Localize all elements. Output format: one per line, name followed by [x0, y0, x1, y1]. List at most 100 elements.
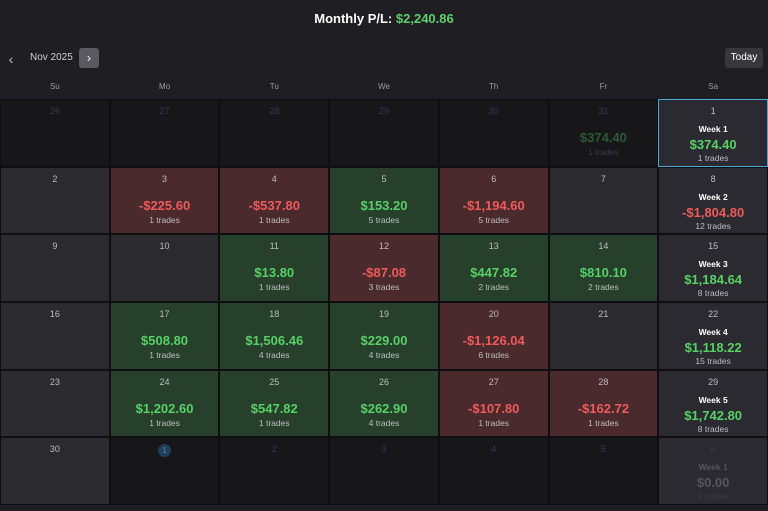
current-month-label: Nov 2025: [30, 52, 73, 63]
day-cell[interactable]: 20 -$1,126.04 6 trades: [438, 302, 549, 370]
week-label: Week 4: [698, 327, 728, 337]
week-label: Week 1: [698, 124, 728, 134]
week-summary-cell[interactable]: 1 Week 1 $374.40 1 trades: [658, 99, 768, 167]
week-summary-cell[interactable]: 29 Week 5 $1,742.80 8 trades: [658, 369, 768, 438]
day-number: 20: [488, 309, 499, 319]
day-cell[interactable]: 1: [109, 437, 220, 505]
week-label: Week 3: [698, 259, 728, 270]
pl-amount: -$1,126.04: [462, 333, 525, 348]
day-cell[interactable]: 2: [0, 166, 110, 235]
day-cell[interactable]: 29: [329, 99, 439, 167]
day-cell[interactable]: 3: [329, 437, 439, 505]
week-summary-cell[interactable]: 6 Week 1 $0.00 0 trades: [658, 437, 768, 505]
day-cell[interactable]: 21: [548, 302, 659, 370]
day-cell[interactable]: 31 $374.40 1 trades: [548, 99, 659, 167]
trade-count: 1 trades: [588, 147, 619, 157]
trade-count: 2 trades: [478, 282, 510, 293]
week-summary-cell[interactable]: 15 Week 3 $1,184.64 8 trades: [658, 234, 768, 302]
day-number: 10: [159, 241, 170, 252]
day-number: 5: [600, 444, 606, 455]
day-cell[interactable]: 28 -$162.72 1 trades: [548, 369, 659, 438]
day-cell[interactable]: 9: [0, 234, 110, 302]
day-cell[interactable]: 28: [219, 99, 330, 167]
trade-count: 5 trades: [368, 214, 400, 225]
day-cell[interactable]: 17 $508.80 1 trades: [109, 302, 220, 370]
day-number: 5: [381, 173, 387, 184]
trade-count: 1 trades: [258, 417, 290, 428]
day-cell[interactable]: 5 $153.20 5 trades: [329, 166, 439, 235]
pl-amount: $153.20: [360, 197, 408, 213]
day-cell[interactable]: 12 -$87.08 3 trades: [329, 234, 439, 302]
day-number: 1: [710, 106, 716, 116]
day-cell[interactable]: 16: [0, 302, 110, 370]
week-summary-cell[interactable]: 22 Week 4 $1,118.22 15 trades: [658, 302, 768, 370]
day-number: 6: [710, 444, 716, 455]
day-number: 11: [269, 241, 279, 252]
trade-count: 4 trades: [368, 417, 400, 428]
week-label: Week 2: [698, 191, 728, 202]
day-number: 23: [49, 376, 60, 387]
day-number: 9: [52, 241, 58, 252]
trade-count: 1 trades: [697, 153, 729, 163]
day-number: 3: [162, 173, 168, 184]
weekday-mo: Mo: [158, 82, 171, 91]
day-number: 13: [488, 241, 499, 252]
pl-amount: -$537.80: [248, 197, 300, 213]
day-number: 18: [269, 309, 280, 319]
day-number: 17: [159, 309, 170, 319]
day-cell[interactable]: 4: [438, 437, 549, 505]
day-cell[interactable]: 24 $1,202.60 1 trades: [109, 369, 220, 438]
day-cell[interactable]: 5: [548, 437, 659, 505]
monthly-pl-value: $2,240.86: [395, 11, 454, 26]
day-number: 27: [159, 106, 170, 116]
day-number: 1: [111, 444, 219, 458]
today-button[interactable]: Today: [725, 48, 763, 68]
weekday-fr: Fr: [599, 82, 608, 91]
day-cell[interactable]: 25 $547.82 1 trades: [219, 369, 330, 438]
day-cell[interactable]: 14 $810.10 2 trades: [548, 234, 659, 302]
day-number: 29: [378, 106, 389, 116]
prev-month-button[interactable]: ‹: [8, 51, 14, 67]
day-cell[interactable]: 30: [0, 437, 110, 505]
day-number: 26: [378, 376, 389, 387]
day-cell[interactable]: 10: [109, 234, 220, 302]
day-cell[interactable]: 30: [438, 99, 549, 167]
day-number: 24: [159, 376, 170, 387]
monthly-pl-label: Monthly P/L:: [314, 11, 393, 26]
pl-amount: $229.00: [360, 333, 408, 348]
day-cell[interactable]: 11 $13.80 1 trades: [219, 234, 330, 302]
trade-count: 8 trades: [697, 288, 729, 299]
day-cell[interactable]: 2: [219, 437, 330, 505]
day-number: 22: [708, 309, 719, 319]
today-marker: 1: [158, 444, 172, 458]
day-cell[interactable]: 3 -$225.60 1 trades: [109, 166, 220, 235]
trade-count: 3 trades: [368, 282, 400, 293]
trade-count: 1 trades: [258, 214, 290, 225]
week-summary-cell[interactable]: 8 Week 2 -$1,804.80 12 trades: [658, 166, 768, 235]
next-month-button[interactable]: ›: [79, 48, 99, 68]
day-cell[interactable]: 18 $1,506.46 4 trades: [219, 302, 330, 370]
day-cell[interactable]: 27: [109, 99, 220, 167]
trade-count: 8 trades: [697, 423, 729, 434]
day-number: 21: [598, 309, 609, 319]
weekday-we: We: [378, 82, 390, 91]
day-number: 7: [600, 173, 606, 184]
pl-amount: $547.82: [250, 400, 298, 416]
pl-amount: -$1,194.60: [462, 197, 525, 213]
day-cell[interactable]: 4 -$537.80 1 trades: [219, 166, 330, 235]
trade-count: 1 trades: [149, 417, 180, 428]
day-cell[interactable]: 19 $229.00 4 trades: [329, 302, 439, 370]
day-number: 30: [488, 106, 499, 116]
day-cell[interactable]: 26 $262.90 4 trades: [329, 369, 439, 438]
pl-amount: $262.90: [360, 400, 408, 416]
weekday-tu: Tu: [269, 82, 279, 91]
day-cell[interactable]: 13 $447.82 2 trades: [438, 234, 549, 302]
day-number: 12: [378, 241, 389, 252]
day-cell[interactable]: 6 -$1,194.60 5 trades: [438, 166, 549, 235]
day-cell[interactable]: 27 -$107.80 1 trades: [438, 369, 549, 438]
trade-count: 5 trades: [478, 214, 510, 225]
day-cell[interactable]: 7: [548, 166, 659, 235]
day-cell[interactable]: 23: [0, 369, 110, 438]
day-number: 28: [598, 376, 609, 387]
day-cell[interactable]: 26: [0, 99, 110, 167]
